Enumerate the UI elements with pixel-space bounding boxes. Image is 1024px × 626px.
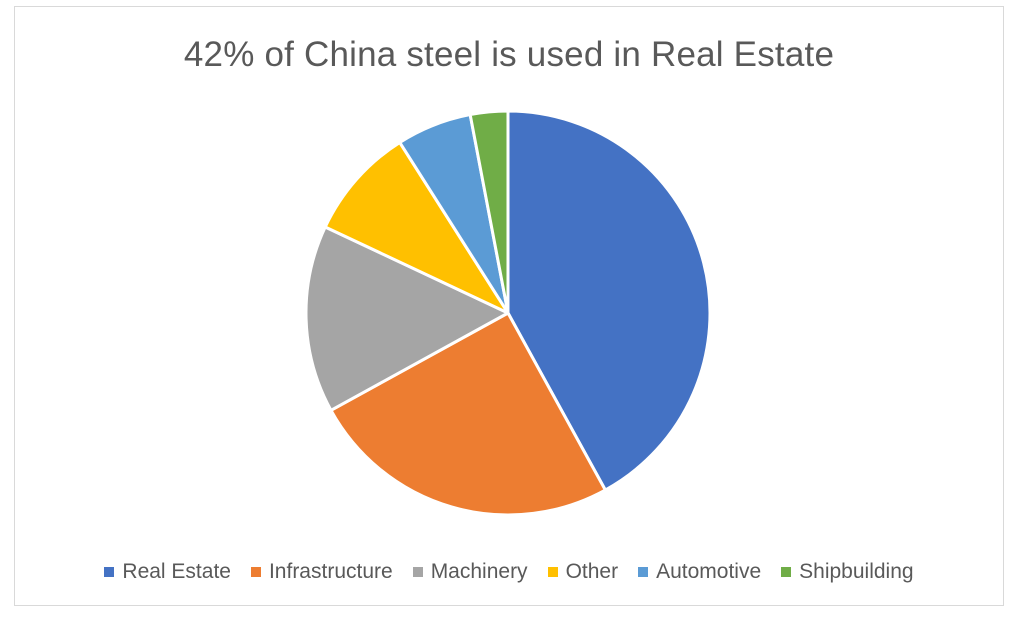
legend-label: Infrastructure: [268, 560, 393, 583]
chart-frame: 42% of China steel is used in Real Estat…: [14, 6, 1004, 606]
legend-swatch: [638, 567, 649, 577]
legend-label: Machinery: [430, 560, 528, 583]
pie-slice-real-estate: [506, 109, 712, 492]
legend-item-other: Other: [547, 560, 619, 584]
pie-slice-other: [323, 140, 510, 315]
legend-swatch: [250, 567, 261, 577]
pie-slice-machinery: [304, 225, 510, 412]
legend-label: Real Estate: [122, 560, 231, 583]
legend-swatch: [104, 567, 115, 577]
pie-slice-infrastructure: [329, 311, 607, 517]
legend-item-infrastructure: Infrastructure: [250, 560, 393, 584]
legend-swatch: [412, 567, 423, 577]
legend: Real Estate Infrastructure Machinery Other A…: [15, 560, 1003, 584]
pie-chart: [304, 109, 712, 517]
legend-item-shipbuilding: Shipbuilding: [781, 560, 914, 584]
legend-label: Automotive: [656, 560, 762, 583]
legend-swatch: [547, 567, 558, 577]
legend-item-real-estate: Real Estate: [104, 560, 231, 584]
legend-item-automotive: Automotive: [638, 560, 761, 584]
pie-slice-shipbuilding: [468, 109, 510, 315]
legend-label: Other: [565, 560, 619, 583]
legend-label: Shipbuilding: [799, 560, 914, 583]
legend-swatch: [781, 567, 792, 577]
chart-title: 42% of China steel is used in Real Estat…: [183, 35, 835, 74]
pie-slices: [304, 109, 712, 517]
legend-item-machinery: Machinery: [412, 560, 528, 584]
